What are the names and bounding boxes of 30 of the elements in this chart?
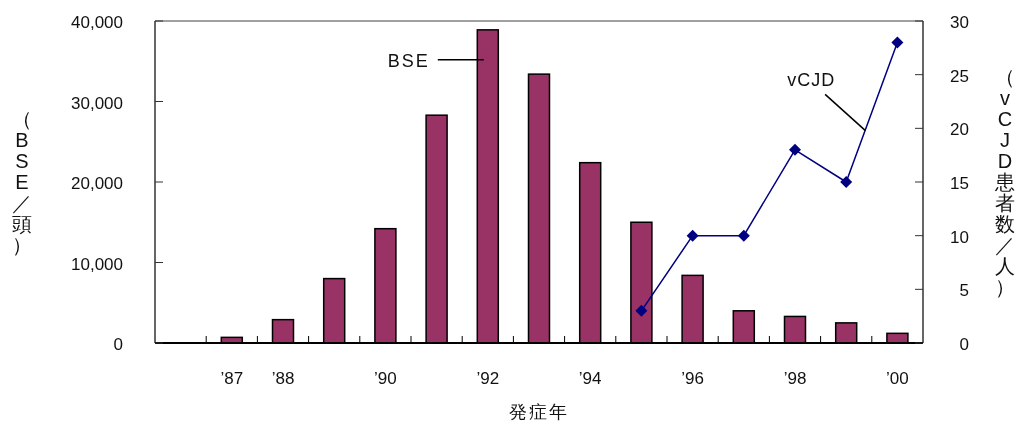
y-tick-label: 20,000 [71,174,123,193]
y2-tick-label: 10 [950,227,969,247]
point [891,36,904,49]
x-tick-label: ’00 [886,369,909,388]
x-tick-label: ’88 [271,369,295,388]
x-axis-title: 発症年 [509,402,569,422]
y-tick-label: 40,000 [71,13,123,32]
y-tick-label: 0 [113,335,123,354]
text: （vCJD患者数／人） [995,66,1015,298]
y-tick-label: 30,000 [71,93,123,113]
y2-tick-label: 0 [959,335,969,354]
point [789,143,801,156]
x-tick-label: ’96 [681,369,704,388]
y-axis-title: （BSE／頭） [12,108,32,256]
y2-tick-label: 15 [950,174,969,193]
point [737,229,750,242]
point [686,229,699,242]
x-tick-label: ’92 [476,369,500,388]
x-tick-label: ’90 [374,369,397,388]
x-tick-label: ’87 [220,369,244,388]
x-tick-label: ’94 [578,369,602,388]
legend-label: BSE [387,50,430,71]
point [635,304,648,317]
y-tick-label: 10,000 [71,254,123,274]
y2-tick-label: 30 [950,13,969,32]
y2-tick-label: 5 [959,281,969,301]
y2-tick-label: 20 [950,120,969,140]
point [840,176,853,188]
x-tick-label: ’98 [783,369,807,388]
y2-tick-label: 25 [950,66,969,86]
